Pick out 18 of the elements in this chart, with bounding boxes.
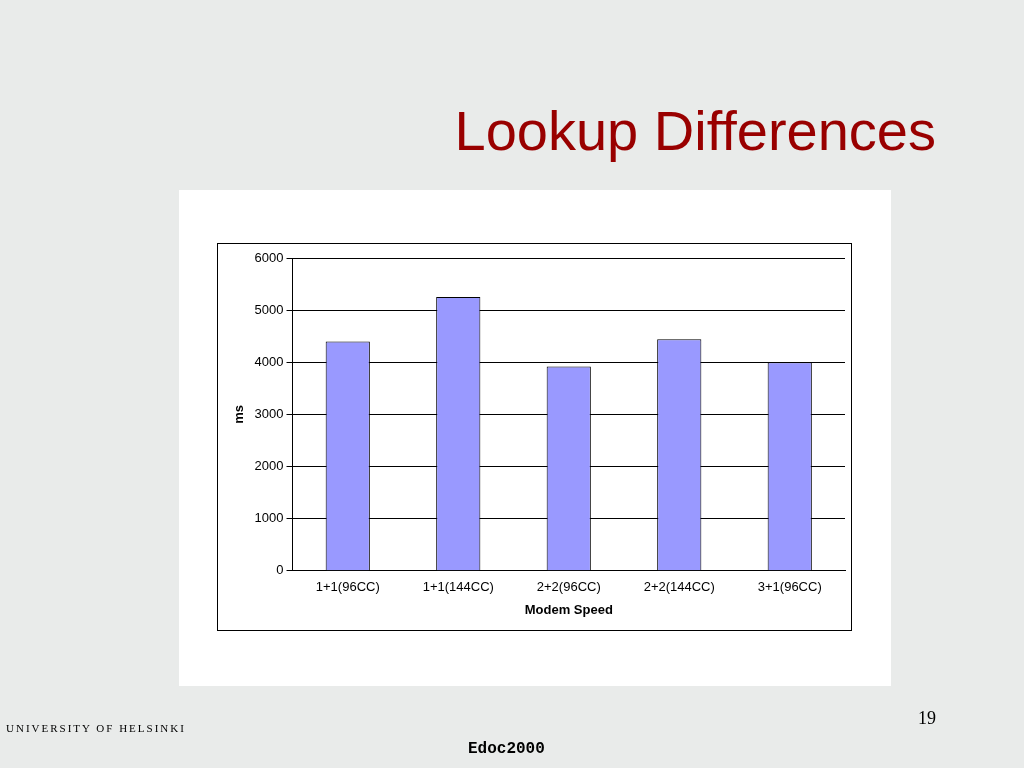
y-tick-label: 3000 — [254, 405, 284, 421]
text: UNIVERSITY OF HELSINKI — [6, 722, 186, 734]
y-tick-label: 4000 — [254, 353, 284, 369]
x-tick-label: 1+1(96CC) — [315, 579, 380, 595]
y-tick-label: 2000 — [254, 458, 284, 474]
x-tick-label: 3+1(96CC) — [757, 579, 822, 595]
x-tick-label: 1+1(144CC) — [422, 579, 494, 595]
y-tick-label: 5000 — [254, 301, 284, 317]
x-tick-label: 2+2(144CC) — [643, 579, 715, 595]
x-axis-title: Modem Speed — [524, 601, 613, 617]
y-tick-label: 0 — [276, 562, 284, 578]
text: 19 — [918, 708, 936, 729]
y-tick-label: 6000 — [254, 249, 284, 265]
chart-title: Lookup Differences — [454, 98, 936, 163]
y-axis-title: ms — [231, 405, 247, 424]
y-tick-label: 1000 — [254, 510, 284, 526]
text: Edoc2000 — [468, 740, 545, 758]
x-tick-label: 2+2(96CC) — [536, 579, 601, 595]
